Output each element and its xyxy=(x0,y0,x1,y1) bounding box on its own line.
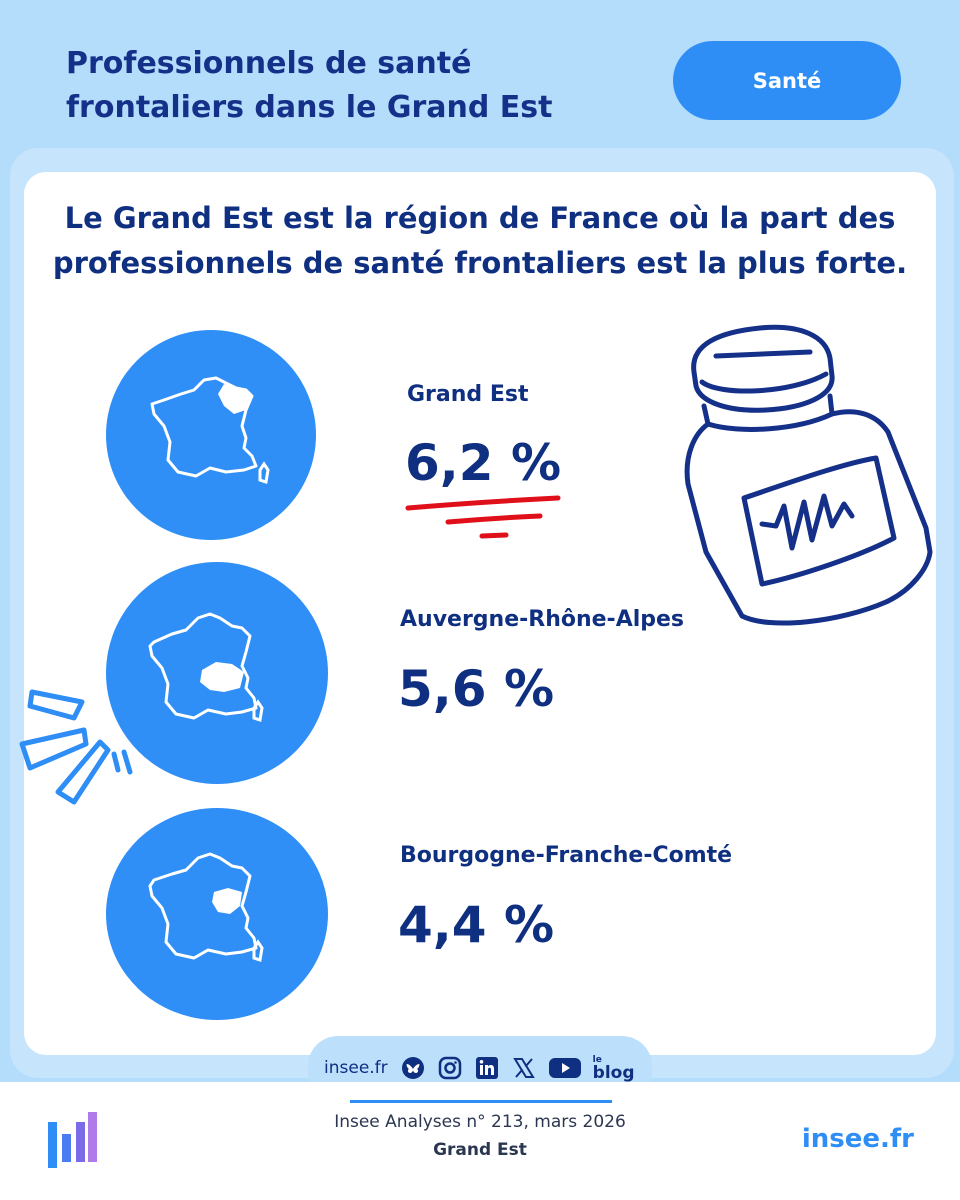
linkedin-icon[interactable] xyxy=(474,1055,500,1081)
region-value-bourgogne-franche-comte: 4,4 % xyxy=(398,896,555,954)
footer-site-link[interactable]: insee.fr xyxy=(324,1058,388,1078)
map-circle-bourgogne-franche-comte xyxy=(106,808,328,1020)
brand-url-link[interactable]: insee.fr xyxy=(801,1124,914,1154)
instagram-icon[interactable] xyxy=(437,1055,463,1081)
france-map-icon xyxy=(150,376,270,484)
region-value-auvergne-rhone-alpes: 5,6 % xyxy=(398,660,555,718)
blog-icon-small-label: le xyxy=(592,1055,602,1065)
publication-region: Grand Est xyxy=(433,1140,527,1160)
headline: Le Grand Est est la région de France où … xyxy=(52,201,908,280)
youtube-icon[interactable] xyxy=(548,1055,582,1081)
map-circle-auvergne-rhone-alpes xyxy=(106,562,328,784)
region-name-auvergne-rhone-alpes: Auvergne-Rhône-Alpes xyxy=(400,607,685,632)
bottom-rule xyxy=(350,1100,612,1103)
blog-icon[interactable]: le blog xyxy=(592,1055,635,1082)
bluesky-icon[interactable] xyxy=(400,1055,426,1081)
region-value-grand-est: 6,2 % xyxy=(405,434,562,492)
map-circle-grand-est xyxy=(106,330,316,540)
publication-reference: Insee Analyses n° 213, mars 2026 xyxy=(334,1112,626,1132)
region-name-bourgogne-franche-comte: Bourgogne-Franche-Comté xyxy=(400,843,733,868)
burst-lines-decoration xyxy=(19,689,133,805)
red-underline-marks xyxy=(405,495,561,539)
medicine-jar-illustration xyxy=(684,324,933,626)
region-name-grand-est: Grand Est xyxy=(407,382,529,407)
topic-badge[interactable]: Santé xyxy=(673,41,901,120)
x-icon[interactable] xyxy=(511,1055,537,1081)
blog-icon-label: blog xyxy=(592,1063,635,1083)
france-map-icon xyxy=(148,612,264,722)
page-title: Professionnels de santé frontaliers dans… xyxy=(66,46,553,125)
france-map-icon xyxy=(148,852,264,962)
insee-logo-icon xyxy=(48,1112,97,1168)
